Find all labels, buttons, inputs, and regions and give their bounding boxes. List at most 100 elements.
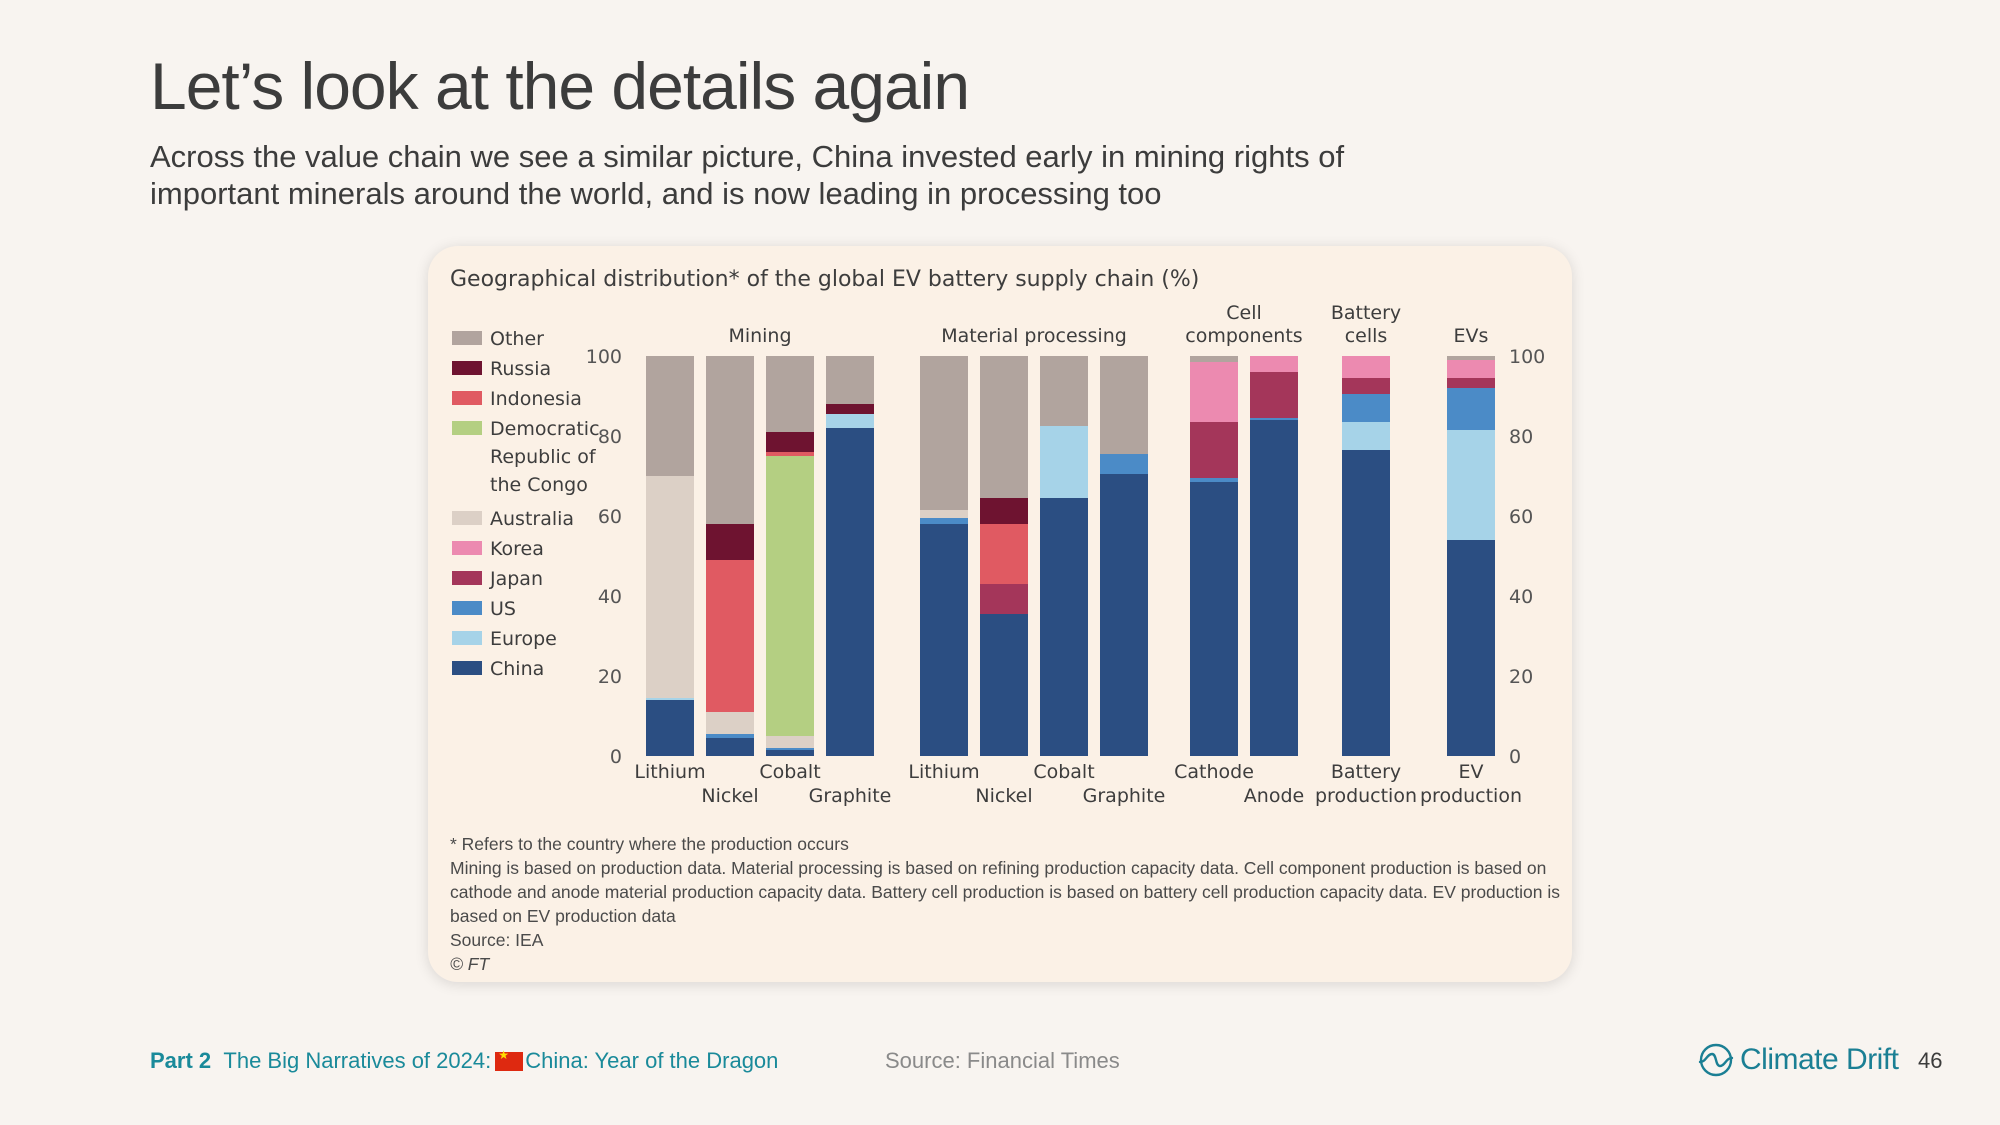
bar-segment-battery-cells-battery-production-china — [1342, 450, 1390, 756]
slide-title: Let’s look at the details again — [150, 49, 970, 123]
copyright-note: © FT — [450, 954, 490, 974]
y-tick-right-100: 100 — [1509, 346, 1545, 368]
bar-segment-mining-cobalt-us — [766, 748, 814, 750]
chart-card: Geographical distribution* of the global… — [428, 246, 1572, 982]
bar-segment-mining-cobalt-australia — [766, 736, 814, 748]
y-tick-right-0: 0 — [1509, 746, 1521, 768]
bar-segment-battery-cells-battery-production-us — [1342, 394, 1390, 422]
chart-notes: * Refers to the country where the produc… — [450, 832, 1560, 976]
bar-segment-cell-components-anode-japan — [1250, 372, 1298, 418]
x-label-cell-components-anode: Anode — [1244, 785, 1304, 807]
legend-label-indonesia: Indonesia — [490, 388, 582, 410]
bar-segment-mining-nickel-indonesia — [706, 560, 754, 712]
bar-segment-material-processing-nickel-other — [980, 356, 1028, 498]
x-label-mining-graphite: Graphite — [809, 785, 892, 807]
bar-segment-cell-components-cathode-us — [1190, 478, 1238, 482]
x-label-battery-production-1: production — [1315, 785, 1417, 807]
legend-swatch-us — [452, 601, 482, 615]
x-label-mining-lithium: Lithium — [634, 761, 705, 783]
x-label-mining-cobalt: Cobalt — [759, 761, 820, 783]
bar-segment-mining-cobalt-democratic-republic-of-the-congo — [766, 456, 814, 736]
bar-segment-cell-components-anode-korea — [1250, 356, 1298, 372]
legend-swatch-other — [452, 331, 482, 345]
bar-segment-mining-graphite-china — [826, 428, 874, 756]
brand-name: Climate Drift — [1740, 1043, 1899, 1076]
bar-segment-mining-cobalt-china — [766, 750, 814, 756]
slide-subtitle: Across the value chain we see a similar … — [150, 139, 1345, 211]
legend-label-australia: Australia — [490, 508, 574, 530]
y-tick-right-80: 80 — [1509, 426, 1533, 448]
legend-label-china: China — [490, 658, 544, 680]
bar-segment-evs-ev-production-other — [1447, 356, 1495, 360]
y-tick-right-20: 20 — [1509, 666, 1533, 688]
legend-swatch-australia — [452, 511, 482, 525]
x-label-ev-production-0: EV — [1458, 761, 1483, 783]
footer-section: Part 2 The Big Narratives of 2024: China:… — [150, 1048, 778, 1074]
bar-segment-mining-lithium-europe — [646, 698, 694, 700]
bar-segment-evs-ev-production-china — [1447, 540, 1495, 756]
group-header-mining: Mining — [728, 325, 791, 347]
bar-segment-mining-lithium-china — [646, 700, 694, 756]
group-header-battery-cells-0: Battery — [1331, 302, 1401, 324]
bar-segment-material-processing-nickel-china — [980, 614, 1028, 756]
legend-swatch-indonesia — [452, 391, 482, 405]
stacked-bar-chart: Geographical distribution* of the global… — [450, 267, 1545, 807]
group-header-evs: EVs — [1454, 325, 1489, 347]
y-tick-left-0: 0 — [610, 746, 622, 768]
bar-segment-material-processing-lithium-other — [920, 356, 968, 510]
bar-segment-mining-cobalt-other — [766, 356, 814, 432]
bar-segment-mining-lithium-other — [646, 356, 694, 476]
y-tick-left-40: 40 — [598, 586, 622, 608]
bar-segment-evs-ev-production-korea — [1447, 360, 1495, 378]
x-label-material-processing-nickel: Nickel — [975, 785, 1032, 807]
group-header-battery-cells-1: cells — [1345, 325, 1388, 347]
legend-label-europe: Europe — [490, 628, 557, 650]
bar-segment-cell-components-anode-china — [1250, 420, 1298, 756]
footer-title-suffix: China: Year of the Dragon — [525, 1048, 779, 1073]
footer-part-title: The Big Narratives of 2024: China: Year o… — [217, 1048, 778, 1073]
legend-swatch-china — [452, 661, 482, 675]
legend-swatch-europe — [452, 631, 482, 645]
bar-segment-cell-components-cathode-korea — [1190, 362, 1238, 422]
legend-label-korea: Korea — [490, 538, 544, 560]
footer-part-label: Part 2 — [150, 1048, 212, 1073]
x-label-ev-production-1: production — [1420, 785, 1522, 807]
y-tick-left-60: 60 — [598, 506, 622, 528]
y-tick-left-20: 20 — [598, 666, 622, 688]
legend-label-russia: Russia — [490, 358, 551, 380]
y-tick-right-40: 40 — [1509, 586, 1533, 608]
bar-segment-mining-nickel-china — [706, 738, 754, 756]
bar-segment-mining-nickel-other — [706, 356, 754, 524]
methodology-note: Mining is based on production data. Mate… — [450, 858, 1560, 926]
legend-label-other: Other — [490, 328, 544, 350]
china-flag-icon — [495, 1048, 524, 1071]
bar-segment-mining-nickel-australia — [706, 712, 754, 734]
bar-segment-battery-cells-battery-production-europe — [1342, 422, 1390, 450]
legend-swatch-russia — [452, 361, 482, 375]
legend-swatch-democratic-republic-of-the-congo — [452, 421, 482, 435]
bar-segment-material-processing-cobalt-china — [1040, 498, 1088, 756]
legend-swatch-korea — [452, 541, 482, 555]
footer-title-prefix: The Big Narratives of 2024: — [223, 1048, 492, 1073]
bar-segment-battery-cells-battery-production-korea — [1342, 356, 1390, 378]
chart-title: Geographical distribution* of the global… — [450, 267, 1199, 292]
y-tick-left-80: 80 — [598, 426, 622, 448]
bar-segment-mining-graphite-russia — [826, 404, 874, 414]
x-label-material-processing-cobalt: Cobalt — [1033, 761, 1094, 783]
bar-segment-mining-cobalt-russia — [766, 432, 814, 452]
bar-segment-material-processing-nickel-indonesia — [980, 524, 1028, 584]
bar-segment-material-processing-lithium-china — [920, 524, 968, 756]
group-header-material-processing: Material processing — [941, 325, 1127, 347]
climate-drift-logo-icon — [1698, 1043, 1734, 1077]
bar-segment-mining-graphite-europe — [826, 414, 874, 428]
legend-label-us: US — [490, 598, 516, 620]
legend-label-democratic-republic-of-the-congo-1: Republic of — [490, 446, 597, 468]
x-label-battery-production-0: Battery — [1331, 761, 1401, 783]
bar-segment-mining-lithium-australia — [646, 476, 694, 698]
x-label-mining-nickel: Nickel — [701, 785, 758, 807]
bar-segment-battery-cells-battery-production-japan — [1342, 378, 1390, 394]
bar-segment-mining-nickel-us — [706, 734, 754, 738]
bar-segment-material-processing-cobalt-other — [1040, 356, 1088, 426]
bar-segment-cell-components-anode-us — [1250, 418, 1298, 420]
y-tick-left-100: 100 — [586, 346, 622, 368]
